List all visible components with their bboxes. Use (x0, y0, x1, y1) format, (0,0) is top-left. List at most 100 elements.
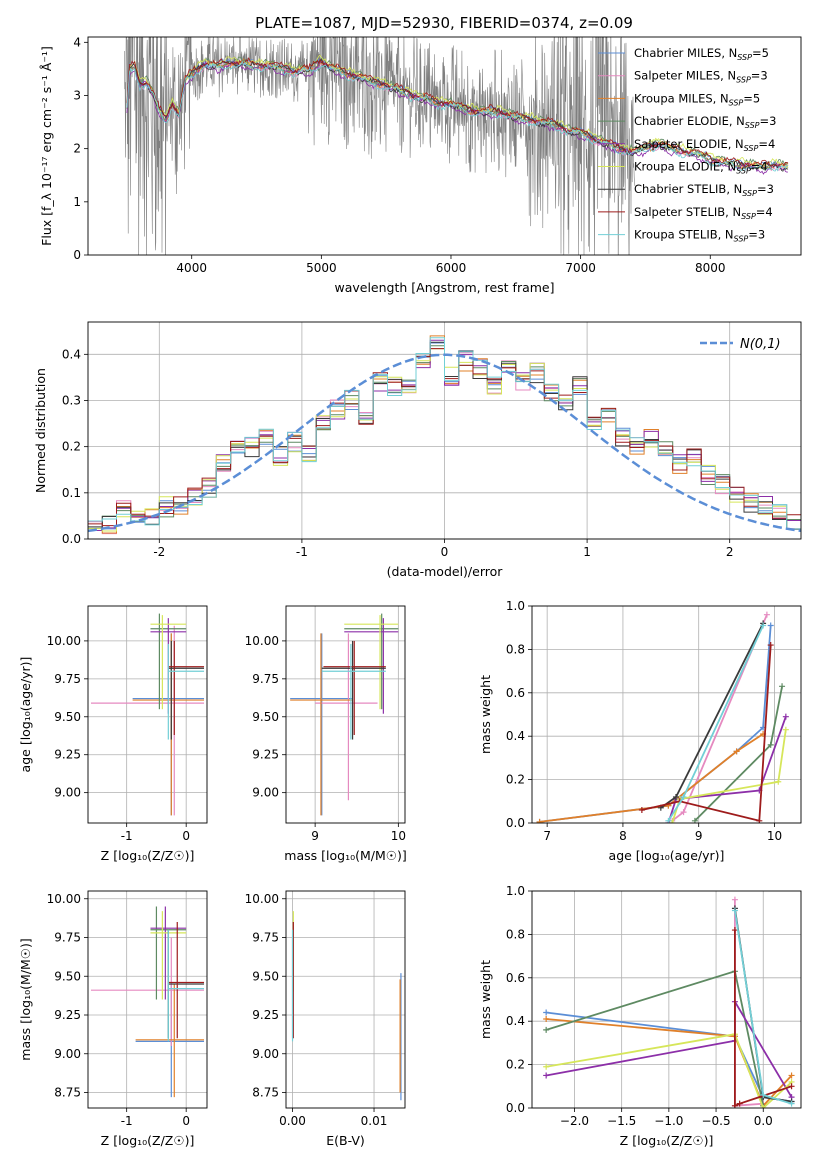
y-tick-label: 2 (73, 142, 81, 156)
weight-line-salpeter-stelib (641, 645, 772, 822)
axes-frame (87, 321, 802, 540)
plot-area (88, 335, 801, 535)
y-tick-label: 0.8 (506, 927, 525, 941)
weight-point-kroupa-miles (733, 748, 740, 755)
legend-label-count: =5 (752, 46, 769, 60)
weight-point-kroupa-miles (536, 818, 543, 823)
weight-point-kroupa-stelib (731, 907, 738, 914)
plot-area (536, 611, 789, 823)
normal-distribution-curve (88, 353, 801, 533)
plot-area (290, 613, 399, 816)
weight-point-kroupa-elodie (775, 778, 782, 785)
weight-point-chabrier-elodie (767, 741, 774, 748)
model-line-salpeter-stelib (126, 57, 789, 168)
y-tick-label: 0.4 (506, 1014, 525, 1028)
x-tick-label: −2.0 (560, 1114, 589, 1128)
weight-point-salpeter-miles (680, 809, 687, 816)
legend-label-text: Chabrier STELIB, N (634, 182, 742, 196)
x-axis-label: (data-model)/error (387, 564, 504, 579)
axes-frame (87, 36, 802, 256)
y-axis-label: mass weight (478, 960, 493, 1039)
x-tick-label: 4000 (176, 261, 207, 275)
weight-point-kroupa-miles (543, 1016, 550, 1023)
legend-label-count: =3 (748, 228, 765, 242)
x-tick-label: 10 (391, 829, 406, 843)
legend-label-text: Salpeter STELIB, N (634, 205, 741, 219)
axes-frame (531, 605, 802, 824)
y-tick-label: 10.00 (245, 892, 279, 906)
weight-point-kroupa-stelib (760, 622, 767, 629)
y-tick-label: 8.75 (54, 1086, 81, 1100)
weight-point-chabrier-elodie (543, 1026, 550, 1033)
x-tick-label: -2 (153, 545, 165, 559)
legend-label-chabrier-miles: Chabrier MILES, NSSP=5 (634, 46, 769, 62)
panel-spectrum: 4000 5000 6000 7000 8000 0 1 2 3 4 wavelength [Ang… (39, 35, 802, 295)
x-tick-label: 9 (695, 829, 703, 843)
legend-label-count: =3 (760, 114, 777, 128)
weight-point-kroupa-elodie (760, 1105, 767, 1108)
panel-weight_vs_age: 7 8 9 10 0.0 0.2 0.4 0.6 0.8 1.0 age [log₁₀(age/yr… (478, 599, 802, 863)
y-tick-label: 0.3 (62, 393, 81, 407)
legend-label-kroupa-stelib: Kroupa STELIB, NSSP=3 (634, 228, 765, 244)
y-axis-label: mass [log₁₀(M/M☉)] (18, 938, 33, 1060)
x-axis-label: Z [log₁₀(Z/Z☉)] (101, 1133, 195, 1148)
y-tick-label: 0.0 (506, 816, 525, 830)
y-tick-label: 0.2 (506, 1058, 525, 1072)
weight-point-kroupa-miles (788, 1072, 795, 1079)
legend-label-text: Chabrier ELODIE, N (634, 114, 745, 128)
y-tick-label: 10.00 (245, 634, 279, 648)
x-tick-label: -1 (121, 829, 133, 843)
legend-label-salpeter-elodie: Salpeter ELODIE, NSSP=4 (634, 137, 775, 153)
weight-point-chabrier-stelib (672, 793, 679, 800)
x-tick-label: 9 (311, 829, 319, 843)
panel-mass_vs_Z: -1 0 8.75 9.00 9.25 9.50 9.75 10.00 Z [log₁₀(Z/Z… (18, 890, 208, 1148)
weight-point-chabrier-elodie (779, 683, 786, 690)
weight-line-kroupa-miles (539, 733, 764, 823)
legend-label-kroupa-elodie: Kroupa ELODIE, NSSP=4 (634, 160, 768, 176)
model-line-chabrier-stelib (126, 58, 789, 172)
legend-label-subscript: SSP (744, 144, 759, 153)
legend-label-count: =4 (751, 160, 768, 174)
panel-weight_vs_Z: −2.0 −1.5 −1.0 −0.5 0.0 0.0 0.2 0.4 0.6 0.8 1.0 Z [… (478, 884, 802, 1148)
x-axis-label: wavelength [Angstrom, rest frame] (334, 280, 554, 295)
weight-point-salpeter-stelib (788, 1083, 795, 1090)
legend-label-text: Salpeter ELODIE, N (634, 137, 744, 151)
legend-label-subscript: SSP (741, 212, 756, 221)
model-line-kroupa-stelib (126, 60, 789, 172)
y-tick-label: 9.75 (54, 931, 81, 945)
x-tick-label: 0 (182, 829, 190, 843)
axes-frame (531, 890, 802, 1109)
y-tick-label: 1.0 (506, 884, 525, 898)
x-tick-label: 1 (583, 545, 591, 559)
axes-frame (87, 890, 208, 1109)
weight-line-chabrier-stelib (660, 622, 764, 809)
figure-title: PLATE=1087, MJD=52930, FIBERID=0374, z=0… (255, 14, 633, 32)
y-tick-label: 9.00 (54, 1047, 81, 1061)
plot-area (90, 906, 205, 1098)
y-tick-label: 0.2 (506, 773, 525, 787)
legend-label-text: Chabrier MILES, N (634, 46, 737, 60)
y-tick-label: 0.0 (62, 532, 81, 546)
y-tick-label: 9.50 (252, 969, 279, 983)
y-tick-label: 0.0 (506, 1101, 525, 1115)
panel-age_vs_mass: 9 10 9.00 9.25 9.50 9.75 10.00 mass [log₁₀(M/M☉… (245, 605, 407, 863)
y-tick-label: 9.00 (252, 1047, 279, 1061)
y-tick-label: 9.25 (54, 1008, 81, 1022)
y-tick-label: 0.2 (62, 440, 81, 454)
y-tick-label: 9.00 (54, 786, 81, 800)
x-axis-label: Z [log₁₀(Z/Z☉)] (620, 1133, 714, 1148)
legend-label-count: =4 (758, 137, 775, 151)
x-tick-label: 0.00 (279, 1114, 306, 1128)
weight-point-kroupa-elodie (782, 726, 789, 733)
weight-point-kroupa-stelib (788, 1100, 795, 1107)
legend-label-normal: N(0,1) (740, 337, 781, 352)
weight-point-kroupa-elodie (543, 1063, 550, 1070)
axes-frame (285, 890, 406, 1109)
legend-label-subscript: SSP (734, 235, 749, 244)
legend-label-text: Salpeter MILES, N (634, 69, 736, 83)
y-tick-label: 8.75 (252, 1086, 279, 1100)
y-tick-label: 9.75 (54, 672, 81, 686)
x-tick-label: 0.01 (361, 1114, 388, 1128)
y-tick-label: 0 (73, 248, 81, 262)
